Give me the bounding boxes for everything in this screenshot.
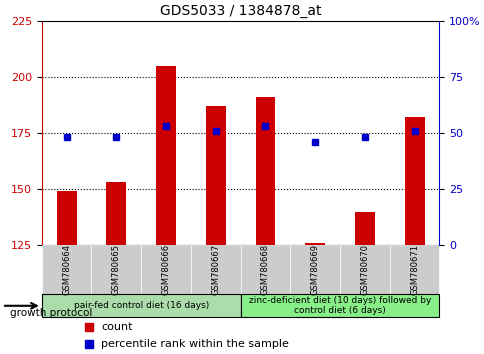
Text: GSM780671: GSM780671 [409,244,418,295]
Bar [205,106,225,245]
Text: growth protocol: growth protocol [10,308,92,318]
Bar [42,245,91,294]
Bar [57,192,76,245]
Text: pair-fed control diet (16 days): pair-fed control diet (16 days) [74,301,209,310]
Bar [106,182,126,245]
Bar [42,294,240,317]
Text: percentile rank within the sample: percentile rank within the sample [101,339,288,349]
Text: GSM780670: GSM780670 [360,244,369,295]
Bar [191,245,240,294]
Text: GSM780669: GSM780669 [310,244,319,295]
Bar [240,294,439,317]
Bar [304,243,324,245]
Text: count: count [101,322,133,332]
Text: GSM780667: GSM780667 [211,244,220,295]
Title: GDS5033 / 1384878_at: GDS5033 / 1384878_at [160,4,321,18]
Bar [91,245,141,294]
Text: GSM780666: GSM780666 [161,244,170,295]
Bar [141,245,191,294]
Bar [255,97,275,245]
Bar [404,117,424,245]
Bar [389,245,439,294]
Text: GSM780665: GSM780665 [112,244,121,295]
Text: zinc-deficient diet (10 days) followed by
control diet (6 days): zinc-deficient diet (10 days) followed b… [248,296,430,315]
Bar [156,65,176,245]
Bar [354,212,374,245]
Text: GSM780668: GSM780668 [260,244,270,295]
Bar [240,245,290,294]
Bar [290,245,339,294]
Text: GSM780664: GSM780664 [62,244,71,295]
Bar [339,245,389,294]
